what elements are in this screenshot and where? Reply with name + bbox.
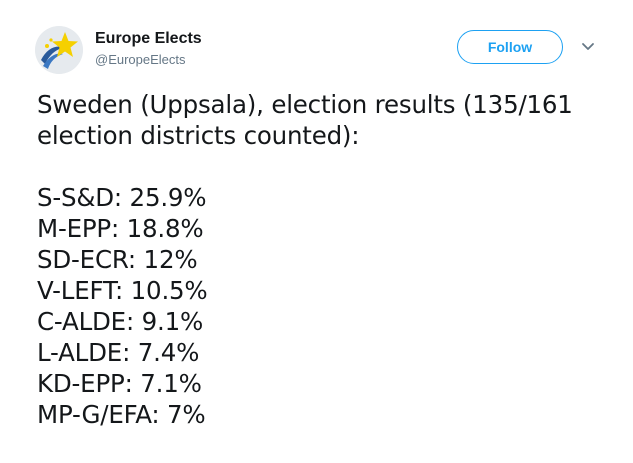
result-line: KD-EPP: 7.1%: [37, 369, 202, 398]
tweet-intro-line: Sweden (Uppsala), election results (135/…: [37, 90, 573, 119]
chevron-down-icon[interactable]: [579, 40, 597, 54]
result-line: MP-G/EFA: 7%: [37, 400, 206, 429]
tweet-header: Europe Elects @EuropeElects Follow: [0, 0, 633, 90]
tweet-intro-line: election districts counted):: [37, 121, 360, 150]
europe-elects-logo-icon: [35, 26, 83, 74]
tweet-text: Sweden (Uppsala), election results (135/…: [37, 89, 617, 430]
author-handle[interactable]: @EuropeElects: [95, 52, 186, 67]
author-name[interactable]: Europe Elects: [95, 30, 202, 47]
result-line: V-LEFT: 10.5%: [37, 276, 208, 305]
result-line: C-ALDE: 9.1%: [37, 307, 204, 336]
result-line: M-EPP: 18.8%: [37, 214, 204, 243]
result-line: S-S&D: 25.9%: [37, 183, 207, 212]
result-line: SD-ECR: 12%: [37, 245, 198, 274]
result-line: L-ALDE: 7.4%: [37, 338, 200, 367]
follow-button[interactable]: Follow: [457, 30, 563, 64]
paragraph-gap: [37, 151, 617, 182]
avatar[interactable]: [35, 26, 83, 74]
